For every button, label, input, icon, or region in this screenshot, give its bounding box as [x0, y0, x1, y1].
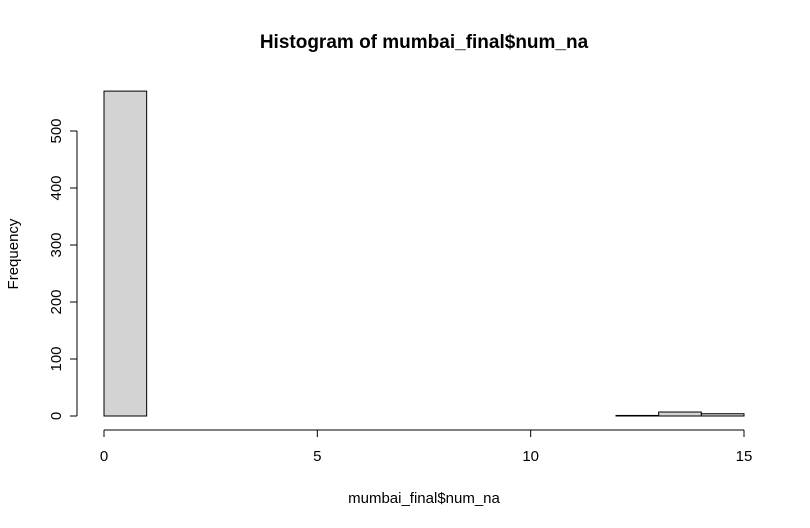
bars-group — [103, 90, 745, 417]
x-tick-label-1: 5 — [313, 448, 321, 465]
y-tick-label-2: 200 — [48, 289, 65, 314]
y-axis: 0 100 200 300 400 500 — [48, 118, 78, 420]
histogram-bar-12 — [615, 414, 660, 417]
histogram-bar-0 — [103, 90, 148, 417]
histogram-bar-13 — [658, 411, 702, 417]
y-tick-label-1: 100 — [48, 346, 65, 371]
y-tick-label-5: 500 — [48, 118, 65, 143]
x-tick-label-0: 0 — [100, 448, 108, 465]
x-axis-label: mumbai_final$num_na — [348, 490, 500, 507]
y-tick-label-3: 300 — [48, 232, 65, 257]
chart-title: Histogram of mumbai_final$num_na — [260, 32, 589, 53]
x-tick-label-2: 10 — [522, 448, 539, 465]
y-axis-label: Frequency — [5, 218, 22, 289]
y-tick-label-0: 0 — [48, 412, 65, 420]
y-tick-label-4: 400 — [48, 175, 65, 200]
x-axis: 0 5 10 15 — [100, 429, 753, 465]
x-tick-label-3: 15 — [736, 448, 753, 465]
histogram-bar-14 — [700, 413, 745, 417]
